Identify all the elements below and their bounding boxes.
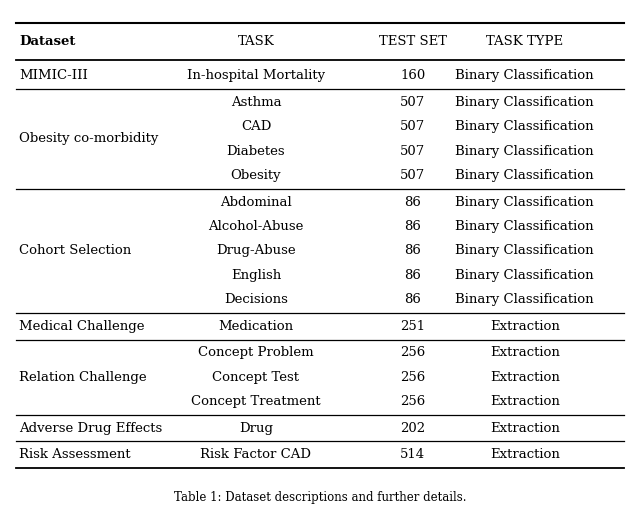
- Text: Risk Assessment: Risk Assessment: [19, 448, 131, 461]
- Text: Dataset: Dataset: [19, 35, 76, 48]
- Text: Concept Test: Concept Test: [212, 371, 300, 384]
- Text: Decisions: Decisions: [224, 293, 288, 306]
- Text: Drug: Drug: [239, 421, 273, 435]
- Text: Binary Classification: Binary Classification: [456, 293, 594, 306]
- Text: Binary Classification: Binary Classification: [456, 96, 594, 109]
- Text: Extraction: Extraction: [490, 346, 560, 359]
- Text: 507: 507: [400, 169, 426, 182]
- Text: MIMIC-III: MIMIC-III: [19, 69, 88, 82]
- Text: 86: 86: [404, 220, 421, 233]
- Text: Risk Factor CAD: Risk Factor CAD: [200, 448, 312, 461]
- Text: Binary Classification: Binary Classification: [456, 69, 594, 82]
- Text: Table 1: Dataset descriptions and further details.: Table 1: Dataset descriptions and furthe…: [173, 491, 467, 504]
- Text: 256: 256: [400, 346, 426, 359]
- Text: Diabetes: Diabetes: [227, 145, 285, 158]
- Text: Obesity: Obesity: [230, 169, 282, 182]
- Text: Obesity co-morbidity: Obesity co-morbidity: [19, 132, 159, 146]
- Text: Binary Classification: Binary Classification: [456, 220, 594, 233]
- Text: Binary Classification: Binary Classification: [456, 169, 594, 182]
- Text: Alcohol-Abuse: Alcohol-Abuse: [208, 220, 304, 233]
- Text: 256: 256: [400, 395, 426, 408]
- Text: 507: 507: [400, 120, 426, 133]
- Text: TASK: TASK: [237, 35, 275, 48]
- Text: Relation Challenge: Relation Challenge: [19, 371, 147, 384]
- Text: Extraction: Extraction: [490, 320, 560, 333]
- Text: Cohort Selection: Cohort Selection: [19, 244, 131, 258]
- Text: Extraction: Extraction: [490, 371, 560, 384]
- Text: Concept Treatment: Concept Treatment: [191, 395, 321, 408]
- Text: 202: 202: [400, 421, 426, 435]
- Text: In-hospital Mortality: In-hospital Mortality: [187, 69, 325, 82]
- Text: 256: 256: [400, 371, 426, 384]
- Text: TEST SET: TEST SET: [379, 35, 447, 48]
- Text: 514: 514: [400, 448, 426, 461]
- Text: Medication: Medication: [218, 320, 294, 333]
- Text: Binary Classification: Binary Classification: [456, 120, 594, 133]
- Text: Binary Classification: Binary Classification: [456, 195, 594, 209]
- Text: Extraction: Extraction: [490, 421, 560, 435]
- Text: 251: 251: [400, 320, 426, 333]
- Text: English: English: [231, 269, 281, 282]
- Text: 86: 86: [404, 269, 421, 282]
- Text: 507: 507: [400, 96, 426, 109]
- Text: Drug-Abuse: Drug-Abuse: [216, 244, 296, 258]
- Text: Concept Problem: Concept Problem: [198, 346, 314, 359]
- Text: CAD: CAD: [241, 120, 271, 133]
- Text: Binary Classification: Binary Classification: [456, 269, 594, 282]
- Text: Extraction: Extraction: [490, 395, 560, 408]
- Text: Extraction: Extraction: [490, 448, 560, 461]
- Text: 160: 160: [400, 69, 426, 82]
- Text: 86: 86: [404, 195, 421, 209]
- Text: 86: 86: [404, 293, 421, 306]
- Text: 86: 86: [404, 244, 421, 258]
- Text: Abdominal: Abdominal: [220, 195, 292, 209]
- Text: TASK TYPE: TASK TYPE: [486, 35, 563, 48]
- Text: 507: 507: [400, 145, 426, 158]
- Text: Asthma: Asthma: [230, 96, 282, 109]
- Text: Medical Challenge: Medical Challenge: [19, 320, 145, 333]
- Text: Adverse Drug Effects: Adverse Drug Effects: [19, 421, 163, 435]
- Text: Binary Classification: Binary Classification: [456, 244, 594, 258]
- Text: Binary Classification: Binary Classification: [456, 145, 594, 158]
